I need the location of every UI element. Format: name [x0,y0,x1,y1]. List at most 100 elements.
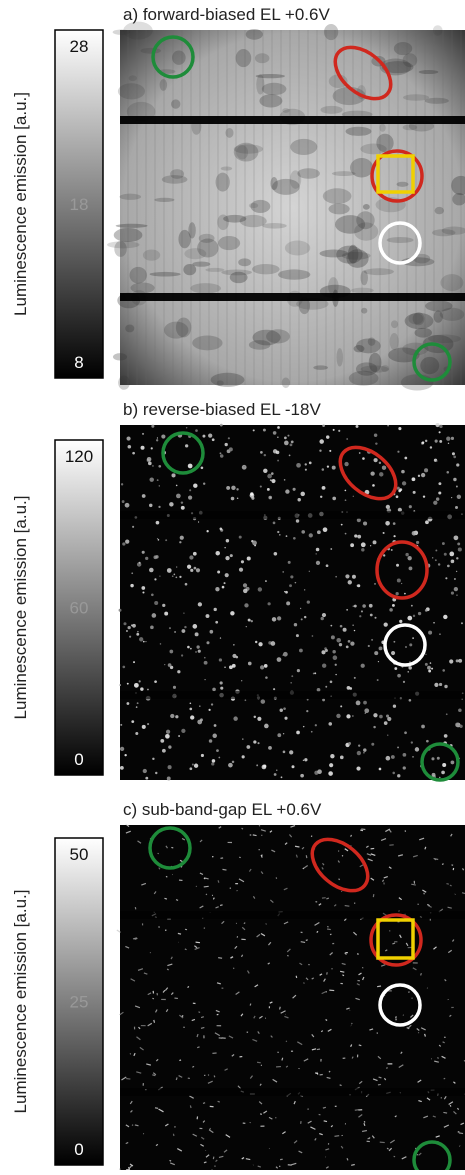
bright-spot [123,622,126,625]
bright-spot [403,766,406,769]
bright-spot [248,619,251,622]
busbar [120,911,465,919]
bright-spot [284,479,286,481]
bright-spot [119,609,122,612]
bright-spot [309,462,312,465]
bright-spot [332,650,335,653]
bright-spot [391,651,395,655]
bright-spot [158,506,160,508]
bright-spot [164,612,168,616]
bright-spot [157,437,158,438]
bright-spot [451,761,455,765]
bright-spot [176,1077,177,1080]
bright-spot [305,469,307,471]
bright-spot [402,481,406,485]
bright-spot [339,643,342,646]
bright-spot [277,733,281,737]
bright-spot [169,650,173,654]
bright-spot [209,739,212,742]
bright-spot [397,674,401,678]
bright-spot [458,659,462,663]
bright-spot [292,765,295,768]
bright-spot [122,500,125,503]
bright-spot [358,744,360,746]
bright-spot [383,532,385,534]
bright-spot [140,687,143,690]
bright-spot [237,937,238,938]
bright-spot [277,657,282,662]
bright-spot [328,722,332,726]
colorbar-tick-label: 0 [74,1140,83,1159]
bright-spot [181,654,183,656]
bright-spot [277,426,280,429]
bright-spot [267,488,270,491]
bright-spot [194,764,198,768]
bright-spot [345,499,347,501]
dark-defect [216,173,230,192]
dark-defect [313,365,328,369]
bright-spot [213,734,217,738]
bright-spot [456,486,458,488]
bright-spot [357,584,359,586]
bright-spot [271,472,274,475]
bright-spot [117,930,121,932]
bright-spot [218,757,220,759]
bright-spot [258,587,262,591]
bright-spot [436,460,438,462]
bright-spot [203,1103,205,1104]
bright-spot [441,771,445,775]
bright-spot [341,524,343,526]
bright-spot [398,490,401,493]
busbar [120,293,465,301]
bright-spot [346,645,349,648]
bright-spot [198,1012,200,1013]
bright-spot [190,702,192,704]
dark-defect [419,70,439,74]
bright-spot [225,443,228,446]
bright-spot [178,933,181,934]
bright-spot [263,429,266,432]
bright-spot [233,644,234,645]
bright-spot [196,645,199,648]
bright-spot [208,433,212,437]
bright-spot [190,569,193,572]
bright-spot [405,646,407,648]
bright-spot [457,542,460,545]
bright-spot [239,568,243,572]
bright-spot [446,884,448,885]
bright-spot [155,1108,158,1109]
bright-spot [282,571,284,573]
bright-spot [361,548,364,551]
bright-spot [135,1125,139,1126]
bright-spot [351,1165,355,1166]
bright-spot [437,757,440,760]
bright-spot [145,777,148,780]
bright-spot [265,580,267,582]
bright-spot [276,451,280,455]
bright-spot [211,762,214,765]
bright-spot [363,752,365,754]
dark-defect [349,371,379,386]
bright-spot [404,457,407,460]
bright-spot [142,494,146,498]
bright-spot [317,1049,320,1050]
bright-spot [354,630,355,631]
dark-defect [328,277,338,295]
bright-spot [204,657,206,659]
dark-defect [150,272,181,277]
dark-defect [225,128,233,138]
luminescence-image [117,824,465,1170]
dark-defect [221,167,232,171]
dark-defect [324,24,338,40]
bright-spot [213,898,214,900]
bright-spot [425,609,428,612]
bright-spot [435,549,437,551]
bright-spot [165,734,170,739]
bright-spot [143,641,145,643]
bright-spot [371,639,373,641]
bright-spot [139,680,141,682]
bright-spot [159,485,160,486]
bright-spot [309,964,310,965]
bright-spot [458,709,462,713]
bright-spot [196,568,200,572]
